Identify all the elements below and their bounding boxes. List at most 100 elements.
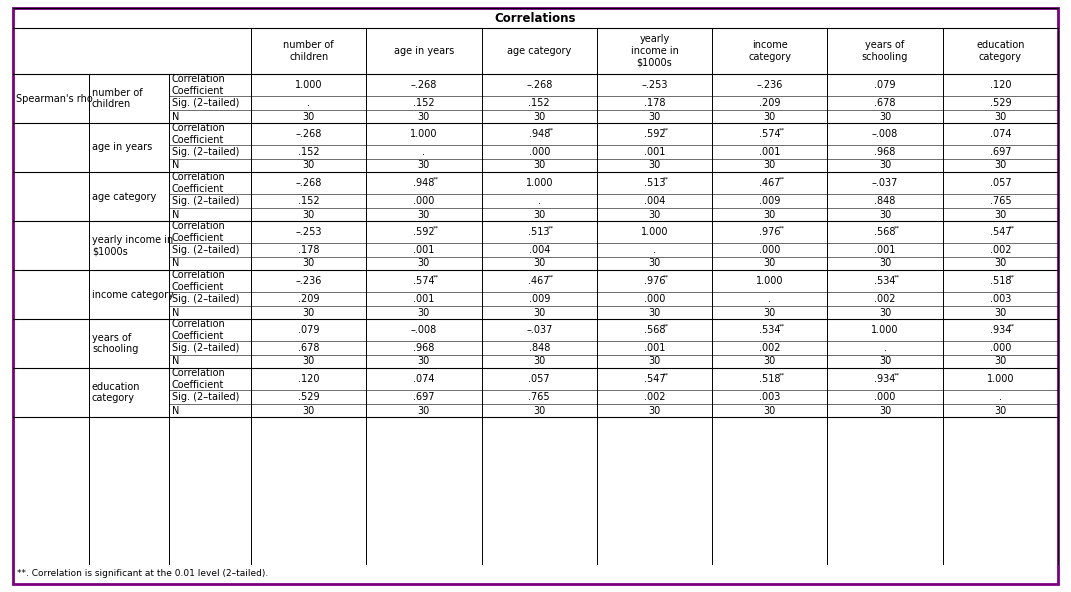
Text: .968: .968 <box>413 343 435 353</box>
Text: 30: 30 <box>533 160 545 170</box>
Text: .079: .079 <box>298 325 319 335</box>
Text: .152: .152 <box>298 147 319 157</box>
Text: age in years: age in years <box>92 143 152 153</box>
FancyBboxPatch shape <box>13 8 1058 584</box>
Text: **: ** <box>547 275 554 279</box>
Text: .592: .592 <box>644 129 665 139</box>
Text: Sig. (2–tailed): Sig. (2–tailed) <box>172 245 240 255</box>
Text: 30: 30 <box>418 307 431 317</box>
Text: 30: 30 <box>764 111 775 121</box>
Text: .057: .057 <box>990 178 1011 188</box>
Text: .001: .001 <box>413 245 435 255</box>
Text: .547: .547 <box>644 374 665 384</box>
Text: .079: .079 <box>874 80 895 90</box>
Text: 30: 30 <box>764 307 775 317</box>
Text: 30: 30 <box>994 307 1007 317</box>
Text: .976: .976 <box>759 227 781 237</box>
Text: .968: .968 <box>874 147 895 157</box>
Text: .209: .209 <box>298 294 319 304</box>
Text: 30: 30 <box>648 111 661 121</box>
Text: .000: .000 <box>413 196 435 206</box>
Text: .: . <box>422 147 425 157</box>
Text: .934: .934 <box>990 325 1011 335</box>
Text: 30: 30 <box>533 210 545 220</box>
Text: .934: .934 <box>874 374 895 384</box>
Text: income category: income category <box>92 289 174 300</box>
Text: .518: .518 <box>759 374 781 384</box>
Text: 30: 30 <box>418 160 431 170</box>
Text: .074: .074 <box>990 129 1011 139</box>
Text: .152: .152 <box>298 196 319 206</box>
Text: 30: 30 <box>764 160 775 170</box>
Text: 1.000: 1.000 <box>295 80 322 90</box>
Text: age category: age category <box>507 46 571 56</box>
Text: .568: .568 <box>644 325 665 335</box>
Text: .209: .209 <box>759 98 781 108</box>
Text: 30: 30 <box>648 160 661 170</box>
Text: age category: age category <box>92 191 156 201</box>
Text: .976: .976 <box>644 276 665 286</box>
Text: .948: .948 <box>528 129 549 139</box>
Text: .001: .001 <box>413 294 435 304</box>
Text: .529: .529 <box>990 98 1011 108</box>
Text: .000: .000 <box>874 392 895 402</box>
Text: –.008: –.008 <box>872 129 899 139</box>
Text: .848: .848 <box>874 196 895 206</box>
Text: **: ** <box>779 226 785 230</box>
Text: 30: 30 <box>302 356 315 366</box>
Text: 30: 30 <box>302 210 315 220</box>
Text: **: ** <box>433 226 439 230</box>
Text: 30: 30 <box>879 111 891 121</box>
Text: Correlation
Coefficient: Correlation Coefficient <box>172 319 226 341</box>
Text: **. Correlation is significant at the 0.01 level (2–tailed).: **. Correlation is significant at the 0.… <box>17 570 268 578</box>
Text: .002: .002 <box>644 392 665 402</box>
Text: .004: .004 <box>528 245 549 255</box>
Text: 30: 30 <box>648 307 661 317</box>
Text: .467: .467 <box>759 178 781 188</box>
Text: .120: .120 <box>990 80 1011 90</box>
Text: –.037: –.037 <box>872 178 899 188</box>
Text: .009: .009 <box>528 294 549 304</box>
Text: 30: 30 <box>764 406 775 416</box>
Text: 1.000: 1.000 <box>756 276 784 286</box>
Text: .678: .678 <box>298 343 319 353</box>
Text: **: ** <box>663 323 669 329</box>
Text: 30: 30 <box>994 406 1007 416</box>
Text: .765: .765 <box>528 392 550 402</box>
Text: Correlation
Coefficient: Correlation Coefficient <box>172 172 226 194</box>
Text: .529: .529 <box>298 392 319 402</box>
Text: 30: 30 <box>994 356 1007 366</box>
Text: 30: 30 <box>879 259 891 269</box>
Text: .678: .678 <box>874 98 895 108</box>
Text: education
category: education category <box>976 40 1025 62</box>
Text: 30: 30 <box>302 111 315 121</box>
Text: Spearman's rho: Spearman's rho <box>16 94 93 104</box>
Text: .178: .178 <box>644 98 665 108</box>
Text: .009: .009 <box>759 196 781 206</box>
Text: **: ** <box>1009 226 1015 230</box>
Text: 30: 30 <box>648 356 661 366</box>
Text: .003: .003 <box>759 392 781 402</box>
Text: .574: .574 <box>759 129 781 139</box>
Text: .848: .848 <box>528 343 549 353</box>
Text: .534: .534 <box>874 276 895 286</box>
Text: 30: 30 <box>418 259 431 269</box>
Text: 30: 30 <box>302 259 315 269</box>
Text: Correlations: Correlations <box>495 11 576 24</box>
Text: .568: .568 <box>874 227 895 237</box>
Text: .000: .000 <box>644 294 665 304</box>
Text: –.037: –.037 <box>526 325 553 335</box>
Text: **: ** <box>663 127 669 133</box>
Text: N: N <box>172 111 179 121</box>
Text: .152: .152 <box>528 98 550 108</box>
Text: 30: 30 <box>994 210 1007 220</box>
Text: .057: .057 <box>528 374 550 384</box>
Text: 30: 30 <box>533 356 545 366</box>
Text: Sig. (2–tailed): Sig. (2–tailed) <box>172 392 240 402</box>
Text: **: ** <box>433 176 439 182</box>
Text: Sig. (2–tailed): Sig. (2–tailed) <box>172 98 240 108</box>
Text: .: . <box>307 98 311 108</box>
Text: Sig. (2–tailed): Sig. (2–tailed) <box>172 343 240 353</box>
Text: age in years: age in years <box>394 46 454 56</box>
Text: 30: 30 <box>648 259 661 269</box>
